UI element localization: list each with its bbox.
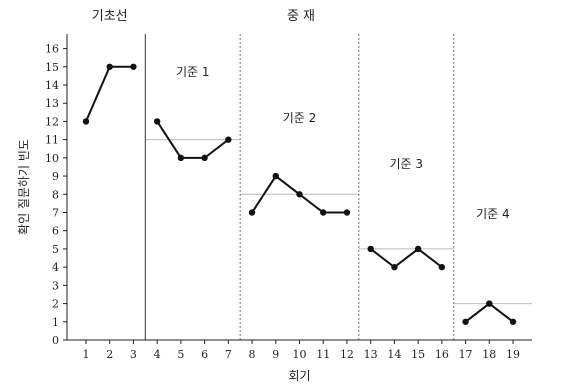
y-tick-label: 8	[52, 188, 59, 201]
data-point	[320, 209, 327, 216]
x-tick-label: 14	[387, 348, 401, 361]
data-point	[438, 263, 446, 271]
data-point	[130, 63, 137, 70]
y-tick-label: 2	[52, 298, 59, 311]
data-point	[391, 263, 398, 271]
x-tick-label: 16	[435, 348, 449, 361]
x-tick-label: 13	[364, 348, 378, 361]
data-point	[509, 318, 517, 325]
data-point	[343, 209, 351, 216]
data-point	[225, 136, 232, 143]
data-point	[201, 154, 208, 162]
phase-label-baseline: 기초선	[92, 9, 128, 24]
x-tick-label: 4	[154, 348, 161, 361]
x-tick-label: 1	[82, 348, 89, 361]
y-tick-label: 5	[52, 243, 59, 256]
x-tick-label: 12	[340, 348, 354, 361]
y-axis-title: 확인 질문하기 빈도	[17, 139, 31, 235]
criterion-label: 기준 3	[389, 157, 423, 171]
y-tick-label: 12	[45, 115, 59, 128]
x-tick-label: 18	[482, 348, 496, 361]
x-tick-label: 3	[130, 348, 137, 361]
data-point	[367, 245, 374, 253]
x-tick-label: 15	[411, 348, 425, 361]
x-tick-label: 2	[106, 348, 113, 361]
series-line	[156, 120, 229, 159]
series-line	[370, 247, 443, 269]
x-tick-label: 19	[506, 348, 520, 361]
data-series: 기준 1 기준 2 기준 3 기준 4	[82, 63, 517, 325]
y-tick-label: 1	[52, 316, 59, 329]
criterion-label: 기준 1	[176, 65, 210, 79]
x-tick-label: 9	[272, 348, 279, 361]
criterion-label: 기준 4	[476, 207, 510, 221]
data-point	[82, 118, 90, 125]
x-tick-label: 5	[177, 348, 184, 361]
data-point	[486, 300, 493, 307]
x-tick-label: 6	[201, 348, 208, 361]
data-point	[414, 245, 422, 253]
criterion-lines	[145, 139, 532, 305]
phase-label-intervention: 중 재	[287, 9, 315, 24]
y-tick-label: 14	[45, 79, 59, 92]
x-axis-title: 회기	[288, 369, 310, 383]
y-tick-label: 4	[52, 261, 59, 274]
y-tick-label: 11	[45, 134, 59, 147]
y-tick-label: 10	[45, 152, 59, 165]
phase-dividers	[144, 34, 455, 340]
y-tick-label: 0	[52, 334, 59, 347]
data-point	[462, 318, 469, 325]
data-point	[272, 172, 279, 180]
data-point	[106, 63, 113, 70]
data-point	[177, 154, 185, 162]
data-point	[153, 118, 161, 125]
x-tick-label: 7	[225, 348, 232, 361]
data-point	[296, 191, 303, 198]
x-tick-label: 10	[293, 348, 307, 361]
y-tick-label: 3	[52, 279, 59, 292]
criterion-label: 기준 2	[283, 111, 317, 125]
y-tick-label: 6	[52, 225, 59, 238]
y-tick-label: 7	[52, 207, 59, 220]
x-tick-label: 17	[459, 348, 473, 361]
y-tick-label: 15	[45, 61, 59, 74]
y-tick-label: 16	[45, 43, 59, 56]
chart-text: 기초선 중 재 회기 확인 질문하기 빈도	[17, 9, 315, 383]
y-tick-label: 9	[52, 170, 59, 183]
data-point	[248, 209, 256, 216]
x-tick-label: 11	[316, 348, 330, 361]
x-tick-label: 8	[249, 348, 256, 361]
y-tick-label: 13	[45, 97, 59, 110]
